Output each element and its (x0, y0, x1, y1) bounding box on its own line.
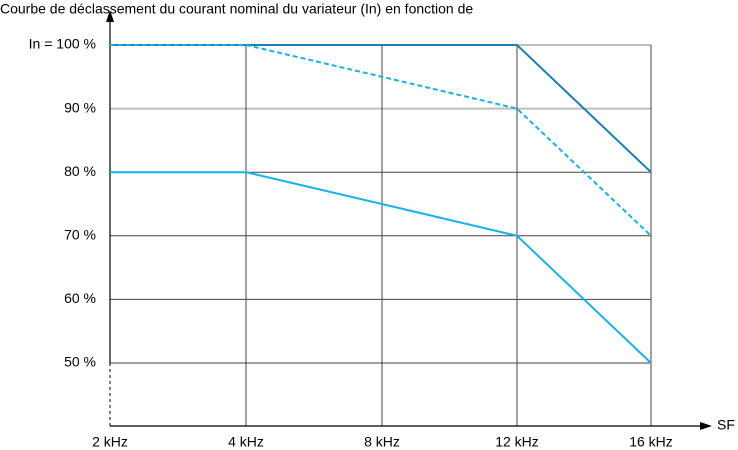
y-tick-label-80: 80 % (64, 163, 96, 179)
x-axis-arrow (700, 422, 712, 430)
x-axis-label: SF (717, 417, 735, 433)
x-tick-label-3: 8 kHz (364, 434, 400, 450)
axes (106, 10, 712, 430)
x-tick-label-1: 2 kHz (92, 434, 128, 450)
y-tick-label-70: 70 % (64, 227, 96, 243)
x-tick-label-2: 4 kHz (228, 434, 264, 450)
series-line-2 (110, 44, 652, 237)
y-tick-label-90: 90 % (64, 99, 96, 115)
series-line-3 (110, 171, 652, 364)
y-axis-arrow (106, 10, 114, 22)
y-tick-label-100: In = 100 % (29, 36, 96, 52)
series-lines (110, 44, 652, 364)
chart-caption: Courbe de déclassement du courant nomina… (0, 0, 473, 16)
x-tick-label-5: 16 kHz (629, 434, 673, 450)
tick-labels: In = 100 % 90 % 80 % 70 % 60 % 50 % 2 kHz 4 kHz… (29, 36, 735, 450)
grid (110, 44, 652, 426)
y-tick-label-60: 60 % (64, 290, 96, 306)
y-tick-label-50: 50 % (64, 354, 96, 370)
x-tick-label-4: 12 kHz (495, 434, 539, 450)
